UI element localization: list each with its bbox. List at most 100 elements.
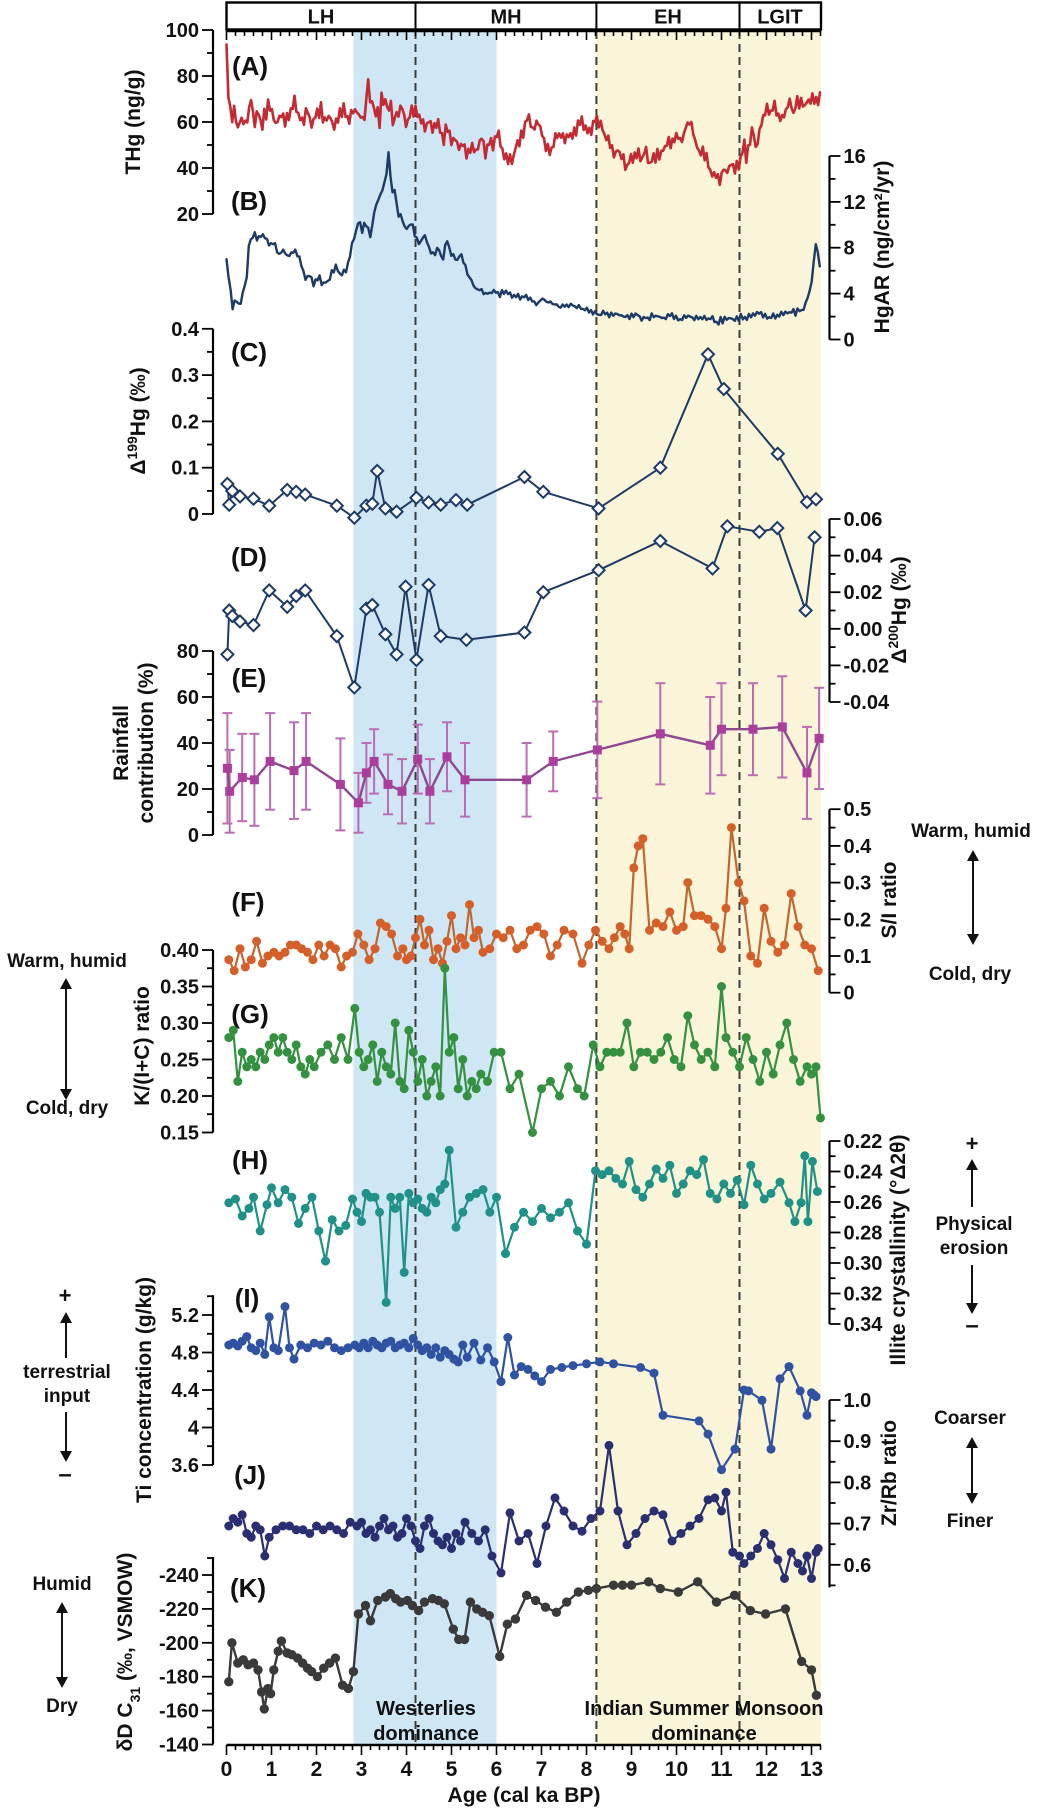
svg-text:20: 20 [177,779,199,801]
svg-text:Indian Summer Monsoon: Indian Summer Monsoon [585,1698,824,1720]
svg-text:1.0: 1.0 [844,1390,872,1412]
svg-text:Illite crystallinity (°Δ2θ): Illite crystallinity (°Δ2θ) [887,1135,910,1366]
svg-text:input: input [44,1386,91,1407]
svg-text:contribution (%): contribution (%) [135,663,158,824]
svg-text:+: + [59,1283,72,1308]
svg-text:60: 60 [177,687,199,709]
svg-text:0.7: 0.7 [844,1514,872,1536]
svg-text:HgAR (ng/cm²/yr): HgAR (ng/cm²/yr) [871,161,894,334]
svg-text:16: 16 [844,146,866,168]
svg-text:(K): (K) [230,1573,266,1603]
svg-text:(G): (G) [231,999,269,1029]
svg-text:1: 1 [266,1758,278,1781]
svg-text:0.1: 0.1 [844,946,872,968]
svg-text:4.4: 4.4 [171,1380,200,1402]
svg-text:MH: MH [490,7,521,29]
svg-text:4: 4 [188,1418,200,1440]
svg-text:Finer: Finer [947,1511,994,1532]
svg-text:(E): (E) [232,663,267,693]
svg-text:Age (cal ka BP): Age (cal ka BP) [448,1784,601,1807]
svg-text:Cold, dry: Cold, dry [26,1098,109,1119]
svg-text:0.4: 0.4 [844,836,873,858]
svg-text:(B): (B) [231,186,267,216]
svg-text:Physical: Physical [935,1214,1012,1235]
svg-text:0.00: 0.00 [844,619,883,641]
svg-text:0.8: 0.8 [844,1472,872,1494]
svg-text:0.3: 0.3 [844,873,872,895]
svg-text:0.22: 0.22 [844,1131,883,1153]
svg-text:-200: -200 [159,1633,199,1655]
svg-text:0.40: 0.40 [160,940,199,962]
svg-text:(I): (I) [235,1283,260,1313]
svg-text:(J): (J) [234,1460,266,1490]
svg-text:0.24: 0.24 [844,1162,884,1184]
svg-text:4.8: 4.8 [171,1343,199,1365]
svg-text:0.9: 0.9 [844,1431,872,1453]
svg-text:0.5: 0.5 [844,799,872,821]
svg-text:0: 0 [844,983,855,1005]
svg-text:0.4: 0.4 [171,319,200,341]
svg-text:13: 13 [800,1758,823,1781]
svg-text:–: – [965,1312,978,1339]
svg-text:Ti concentration (g/kg): Ti concentration (g/kg) [133,1277,156,1503]
svg-text:0.1: 0.1 [171,458,199,480]
svg-text:(A): (A) [232,51,268,81]
svg-text:dominance: dominance [651,1723,757,1745]
svg-text:5.2: 5.2 [171,1305,199,1327]
svg-text:0.26: 0.26 [844,1192,883,1214]
svg-text:-240: -240 [159,1565,199,1587]
svg-text:LH: LH [308,7,335,29]
svg-text:0.2: 0.2 [844,909,872,931]
svg-text:0.6: 0.6 [844,1555,872,1577]
svg-text:erosion: erosion [940,1238,1009,1259]
svg-text:0.32: 0.32 [844,1284,883,1306]
svg-text:K/(I+C) ratio: K/(I+C) ratio [131,986,154,1106]
svg-text:Dry: Dry [46,1696,78,1717]
svg-text:40: 40 [177,733,199,755]
svg-text:0.30: 0.30 [160,1013,199,1035]
svg-text:0.04: 0.04 [844,546,884,568]
svg-text:11: 11 [710,1758,733,1781]
svg-text:-160: -160 [159,1701,199,1723]
svg-text:80: 80 [177,66,199,88]
svg-text:(D): (D) [231,542,267,572]
svg-text:S/I ratio: S/I ratio [878,861,901,938]
svg-text:(H): (H) [232,1145,268,1175]
svg-text:0.25: 0.25 [160,1050,199,1072]
svg-text:3.6: 3.6 [171,1455,199,1477]
svg-text:(C): (C) [231,337,267,367]
svg-text:Coarser: Coarser [934,1408,1006,1429]
svg-text:(F): (F) [231,887,264,917]
svg-text:0: 0 [221,1758,233,1781]
svg-text:60: 60 [177,112,199,134]
svg-text:2: 2 [311,1758,323,1781]
svg-text:12: 12 [844,192,866,214]
svg-text:10: 10 [665,1758,688,1781]
svg-text:0: 0 [844,330,855,352]
svg-text:40: 40 [177,158,199,180]
svg-text:LGIT: LGIT [757,7,803,29]
svg-text:EH: EH [654,7,682,29]
svg-text:Warm, humid: Warm, humid [7,951,127,972]
svg-text:Humid: Humid [32,1574,91,1595]
svg-text:Cold, dry: Cold, dry [929,964,1012,985]
svg-text:0.06: 0.06 [844,509,883,531]
svg-text:terrestrial: terrestrial [23,1362,111,1383]
svg-text:–: – [58,1461,71,1488]
svg-text:0.02: 0.02 [844,582,883,604]
svg-text:12: 12 [755,1758,778,1781]
svg-text:4: 4 [844,284,856,306]
svg-text:9: 9 [626,1758,638,1781]
svg-text:0.2: 0.2 [171,411,199,433]
svg-text:Westerlies: Westerlies [376,1698,476,1720]
svg-text:0: 0 [188,504,199,526]
svg-text:0.3: 0.3 [171,365,199,387]
svg-text:+: + [966,1131,979,1156]
svg-text:8: 8 [581,1758,593,1781]
svg-text:Rainfall: Rainfall [110,705,133,781]
svg-text:100: 100 [166,20,199,42]
svg-text:7: 7 [536,1758,548,1781]
svg-text:-0.02: -0.02 [844,655,890,677]
svg-text:8: 8 [844,238,855,260]
svg-text:dominance: dominance [373,1723,479,1745]
